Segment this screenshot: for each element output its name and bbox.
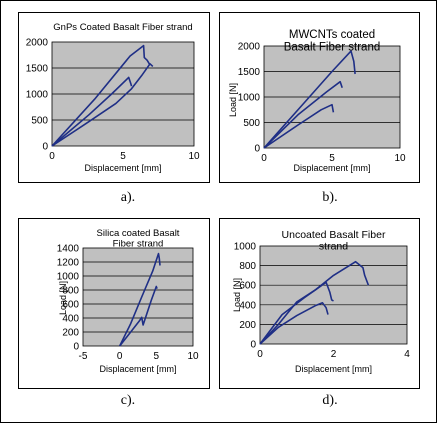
series-line-1 (118, 252, 161, 347)
y-tick-label: 400 (62, 314, 79, 325)
series-line-1 (51, 44, 151, 147)
x-tick-label: 10 (188, 151, 200, 162)
y-tick-label: 1000 (26, 90, 49, 101)
chart-panel-1: 0 500 1000 1500 2000 0 5 10 GnPs Coated Basalt F… (18, 12, 210, 183)
chart-title: MWCNTs coated Basalt Fiber strand (284, 29, 381, 54)
series-line-2 (51, 62, 154, 147)
y-tick-label: 500 (243, 118, 260, 129)
x-tick-label: 4 (404, 349, 410, 360)
x-tick-label: 5 (329, 153, 335, 164)
chart-title: Silica coated Basalt Fiber strand (97, 228, 180, 250)
x-tick-label: 0 (49, 151, 55, 162)
y-tick-label: 1400 (57, 244, 80, 255)
y-tick-label: 1500 (26, 64, 49, 75)
x-tick-label: 0 (257, 349, 263, 360)
caption-a: a). (120, 190, 136, 205)
x-tick-label: 10 (187, 351, 199, 362)
y-tick-label: 0 (42, 142, 48, 153)
series-line-3 (51, 76, 133, 147)
x-tick-label: 5 (120, 151, 126, 162)
series-line-1 (263, 50, 356, 149)
caption-d: d). (322, 393, 338, 408)
x-axis-label: Displacement [mm] (293, 163, 370, 173)
series-line-3 (259, 301, 329, 345)
series-line-3 (263, 103, 335, 149)
y-tick-label: 1000 (234, 242, 257, 253)
chart-title: Uncoated Basalt Fiber strand (282, 229, 386, 253)
y-tick-label: 200 (239, 320, 256, 331)
x-tick-label: -5 (79, 351, 88, 362)
series-line-1 (259, 260, 370, 345)
chart-panel-4: 0 200 400 600 800 1000 0 2 4 Uncoated Basalt Fibe… (219, 218, 420, 389)
plot-area (82, 247, 194, 347)
chart-panel-2: 0 500 1000 1500 2000 0 5 10 MWCNTs coated Basalt … (219, 12, 420, 183)
y-tick-label: 600 (62, 300, 79, 311)
y-tick-label: 200 (62, 328, 79, 339)
x-axis-label: Displacement [mm] (295, 364, 372, 374)
y-tick-label: 800 (62, 286, 79, 297)
y-tick-label: 800 (239, 261, 256, 272)
x-tick-label: 0 (117, 351, 123, 362)
series-line-2 (259, 281, 334, 345)
y-tick-label: 1200 (57, 258, 80, 269)
y-axis-label: Load [N] (228, 83, 238, 117)
y-axis-label: Load [N] (58, 281, 68, 315)
x-tick-label: 10 (394, 153, 406, 164)
y-tick-label: 2000 (26, 38, 49, 49)
x-axis-label: Displacement [mm] (99, 364, 176, 374)
y-tick-label: 2000 (238, 42, 261, 53)
series-line-2 (263, 80, 343, 149)
y-tick-label: 400 (239, 300, 256, 311)
y-tick-label: 0 (254, 144, 260, 155)
y-tick-label: 600 (239, 281, 256, 292)
caption-b: b). (322, 190, 338, 205)
series-line-2 (119, 285, 158, 347)
y-tick-label: 0 (250, 340, 256, 351)
y-axis-label: Load [N] (232, 278, 242, 312)
x-tick-label: 5 (154, 351, 160, 362)
y-tick-label: 0 (73, 342, 79, 353)
y-tick-label: 1000 (238, 93, 261, 104)
y-tick-label: 1000 (57, 272, 80, 283)
y-tick-label: 1500 (238, 67, 261, 78)
plot-area (259, 245, 408, 345)
x-tick-label: 2 (331, 349, 337, 360)
x-tick-label: 0 (261, 153, 267, 164)
x-axis-label: Displacement [mm] (84, 163, 161, 173)
y-tick-label: 500 (31, 116, 48, 127)
chart-title: GnPs Coated Basalt Fiber strand (53, 22, 192, 33)
caption-c: c). (120, 393, 136, 408)
